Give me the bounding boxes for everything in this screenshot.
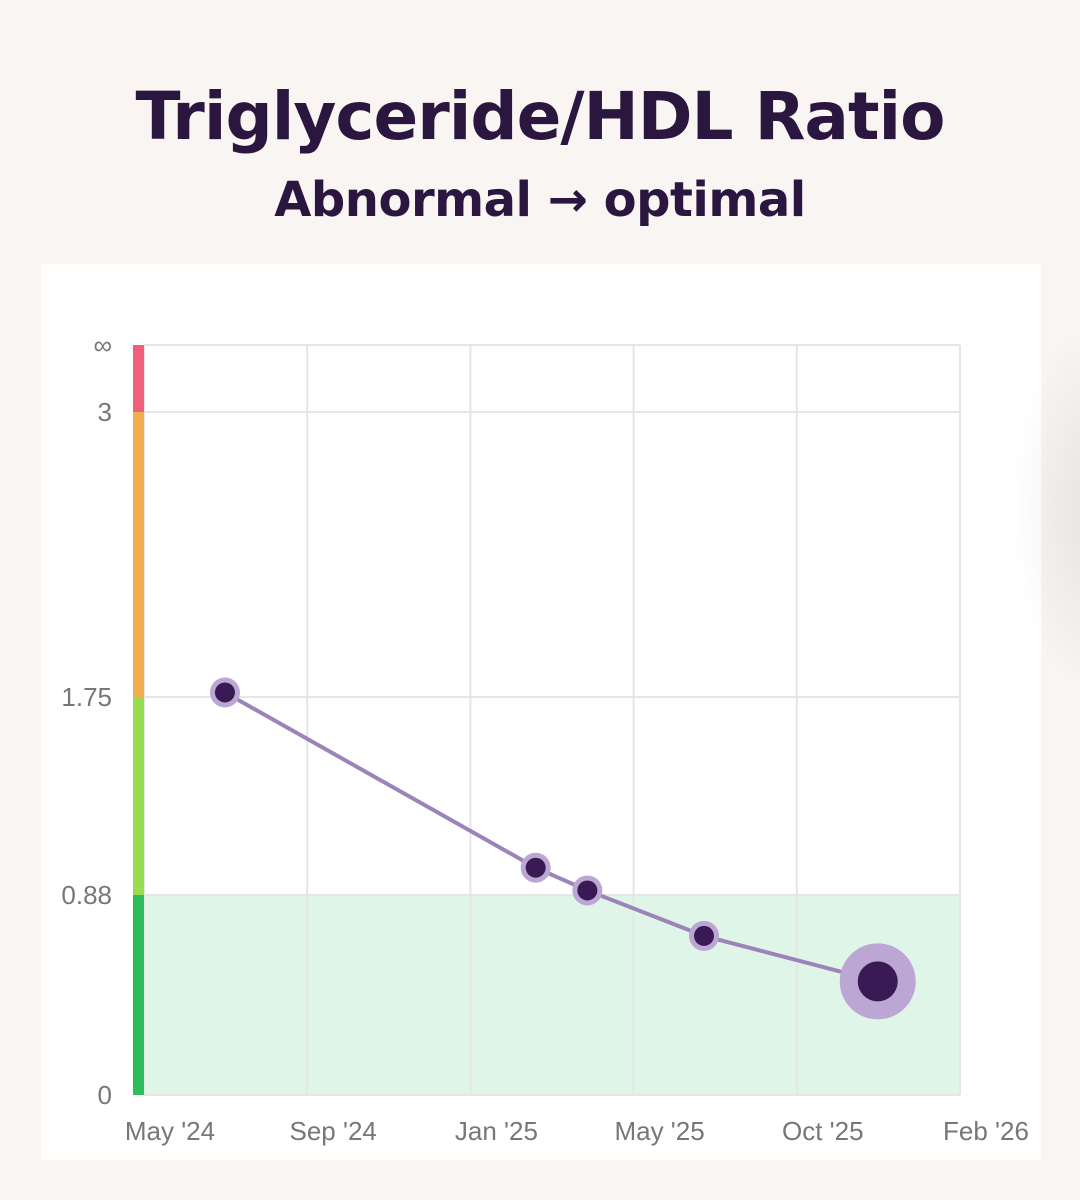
x-tick-label: May '25 — [614, 1116, 704, 1146]
y-tick-label: 0.88 — [61, 880, 112, 910]
card-shadow — [1010, 320, 1080, 700]
y-tick-label: 1.75 — [61, 682, 112, 712]
y-tick-label: ∞ — [93, 330, 112, 360]
x-tick-label: Oct '25 — [782, 1116, 864, 1146]
range-color-segment — [133, 895, 144, 1095]
range-color-segment — [133, 697, 144, 895]
y-tick-label: 0 — [98, 1080, 112, 1110]
page-title: Triglyceride/HDL Ratio — [135, 78, 946, 155]
latest-data-point — [857, 961, 898, 1002]
page-subtitle: Abnormal → optimal — [274, 172, 806, 228]
x-tick-label: May '24 — [125, 1116, 215, 1146]
optimal-range-band — [144, 895, 960, 1095]
x-tick-label: Jan '25 — [455, 1116, 538, 1146]
data-point — [525, 857, 546, 878]
x-tick-label: Sep '24 — [290, 1116, 377, 1146]
data-point — [577, 880, 598, 901]
range-color-segment — [133, 412, 144, 697]
data-point — [214, 682, 235, 703]
y-tick-label: 3 — [98, 397, 112, 427]
data-point — [694, 925, 714, 946]
x-tick-label: Feb '26 — [943, 1116, 1029, 1146]
range-color-segment — [133, 345, 144, 412]
